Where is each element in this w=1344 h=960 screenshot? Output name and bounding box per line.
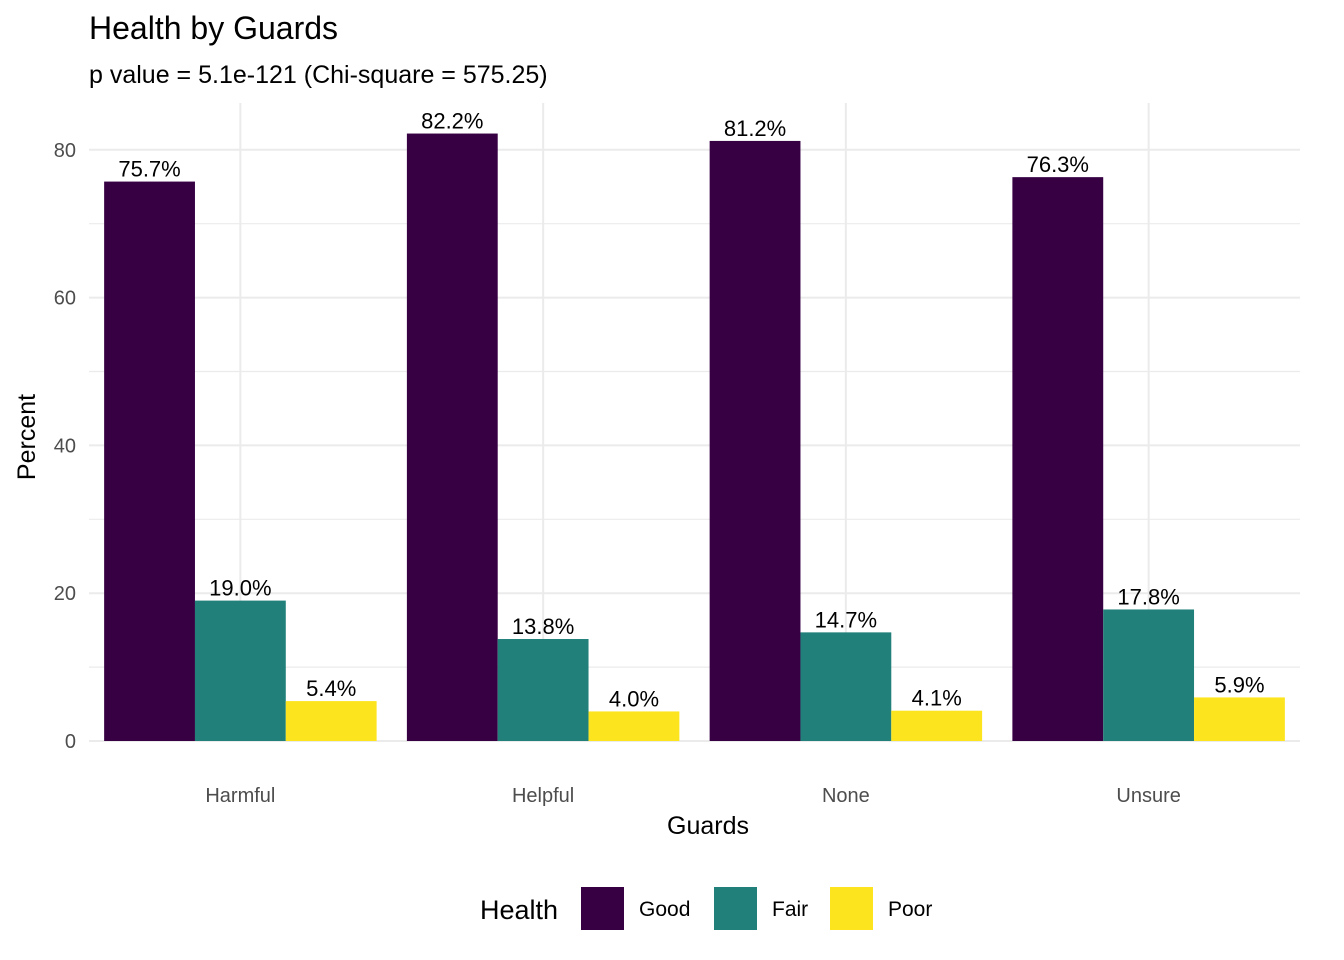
bar-fair-harmful	[194, 600, 286, 741]
bar-data-label: 76.3%	[1027, 152, 1089, 177]
bar-data-label: 81.2%	[724, 116, 786, 141]
legend-label-good: Good	[639, 898, 690, 921]
x-tick-label: Unsure	[1116, 785, 1180, 807]
bar-poor-helpful	[588, 711, 680, 741]
bar-data-label: 4.0%	[609, 686, 659, 711]
x-axis-title: Guards	[667, 812, 749, 840]
bar-fair-none	[800, 632, 892, 741]
bar-data-label: 4.1%	[912, 686, 962, 711]
bar-fair-helpful	[497, 639, 589, 741]
y-axis-title: Percent	[13, 394, 41, 480]
x-axis-ticks: Harmful Helpful None Unsure	[205, 785, 1181, 807]
legend-key-poor	[830, 887, 873, 930]
y-tick-label: 40	[54, 435, 76, 457]
legend-key-fair	[714, 887, 757, 930]
bar-good-helpful	[406, 133, 498, 742]
bar-poor-harmful	[285, 701, 377, 741]
bar-fair-unsure	[1103, 609, 1195, 741]
bar-good-none	[709, 140, 801, 741]
chart-subtitle: p value = 5.1e-121 (Chi-square = 575.25)	[89, 61, 548, 89]
bar-good-harmful	[104, 181, 195, 741]
bar-data-label: 17.8%	[1117, 584, 1179, 609]
legend-label-fair: Fair	[772, 898, 808, 921]
bar-data-label: 5.9%	[1214, 672, 1264, 697]
y-tick-label: 60	[54, 288, 76, 310]
x-tick-label: Harmful	[205, 785, 275, 807]
bars	[104, 133, 1285, 742]
bar-data-label: 14.7%	[815, 607, 877, 632]
y-tick-label: 80	[54, 140, 76, 162]
legend-title: Health	[480, 895, 558, 925]
y-tick-label: 20	[54, 583, 76, 605]
bar-data-label: 82.2%	[421, 109, 483, 134]
bar-good-unsure	[1012, 177, 1104, 741]
x-tick-label: None	[822, 785, 870, 807]
bar-data-label: 13.8%	[512, 614, 574, 639]
bar-data-label: 75.7%	[118, 157, 180, 182]
legend-key-good	[581, 887, 624, 930]
x-tick-label: Helpful	[512, 785, 574, 807]
chart-title: Health by Guards	[89, 10, 338, 46]
legend: Health Good Fair Poor	[480, 887, 932, 930]
bar-data-label: 5.4%	[306, 676, 356, 701]
legend-label-poor: Poor	[888, 898, 932, 921]
bar-labels: 75.7% 19.0% 5.4% 82.2% 13.8% 4.0% 81.2% 14.7% 4.…	[118, 109, 1264, 712]
bar-data-label: 19.0%	[209, 576, 271, 601]
y-axis-ticks: 0 20 40 60 80	[54, 140, 76, 753]
bar-poor-none	[891, 710, 983, 741]
y-tick-label: 0	[65, 731, 76, 753]
bar-poor-unsure	[1194, 697, 1285, 741]
